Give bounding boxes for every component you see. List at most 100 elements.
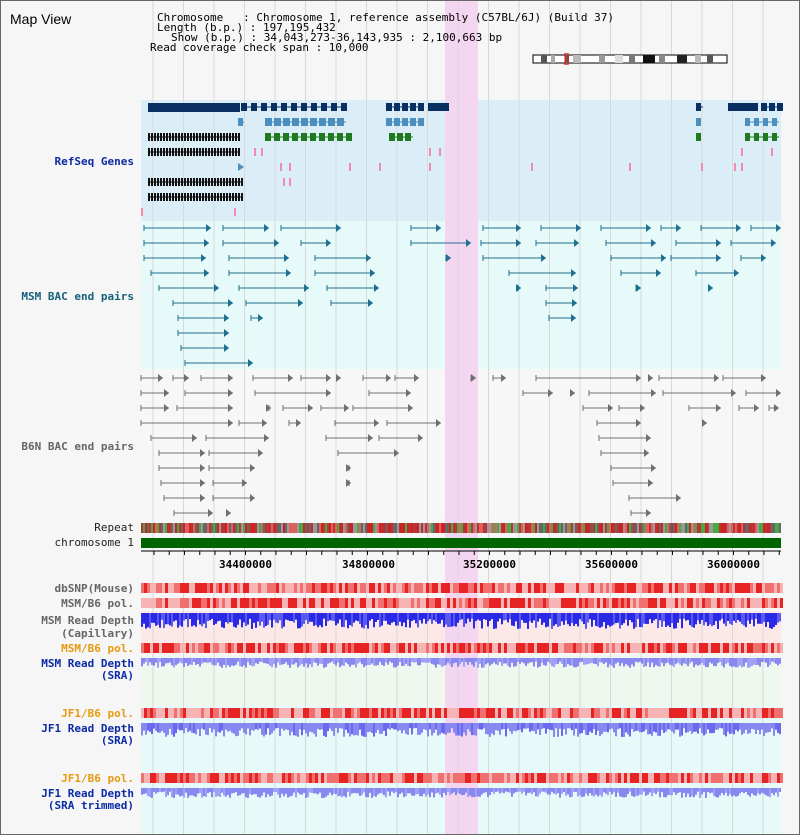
polymorphism-bin [396, 598, 399, 608]
read-depth-bin [319, 613, 321, 626]
repeat-element [283, 523, 285, 533]
polymorphism-bin [603, 643, 606, 653]
read-depth-bin [417, 613, 419, 628]
gene-exon [211, 148, 213, 156]
polymorphism-bin [390, 643, 393, 653]
read-depth-bin [229, 723, 231, 731]
polymorphism-bin [294, 708, 297, 718]
read-depth-bin [629, 658, 631, 668]
polymorphism-bin [294, 773, 297, 783]
gene-exon [157, 193, 159, 201]
jf1-read-depth-sra-label[interactable]: JF1 Read Depth [41, 722, 134, 735]
polymorphism-bin [654, 708, 657, 718]
read-depth-bin [167, 658, 169, 663]
polymorphism-bin [747, 643, 750, 653]
read-depth-bin [755, 658, 757, 666]
polymorphism-bin [525, 643, 528, 653]
polymorphism-bin [531, 708, 534, 718]
polymorphism-bin [234, 773, 237, 783]
read-depth-bin [467, 788, 469, 798]
repeat-element [653, 523, 655, 533]
read-depth-bin [471, 613, 473, 619]
gene-exon [178, 148, 180, 156]
read-depth-bin [557, 613, 559, 627]
repeat-element [483, 523, 485, 533]
read-depth-bin [165, 788, 167, 798]
read-depth-bin [357, 723, 359, 736]
jf1-b6-pol-trimmed-label[interactable]: JF1/B6 pol. [61, 772, 134, 785]
read-depth-bin [203, 723, 205, 730]
read-depth-bin [149, 788, 151, 797]
polymorphism-bin [276, 583, 279, 593]
read-depth-bin [423, 723, 425, 730]
repeat-element [625, 523, 627, 533]
b6n-bac-end-pairs-label[interactable]: B6N BAC end pairs [21, 440, 134, 453]
read-depth-bin [213, 788, 215, 793]
polymorphism-bin [312, 598, 315, 608]
read-depth-bin [201, 613, 203, 627]
msm-read-depth-sra-label[interactable]: MSM Read Depth [41, 657, 134, 670]
msm-b6-pol-label[interactable]: MSM/B6 pol. [61, 597, 134, 610]
repeat-element [531, 523, 533, 533]
polymorphism-bin [321, 773, 324, 783]
polymorphism-bin [585, 708, 588, 718]
read-depth-bin [619, 613, 621, 629]
read-depth-bin [473, 788, 475, 798]
chromosome-ideogram[interactable] [529, 53, 731, 65]
gene-exon [274, 133, 280, 141]
polymorphism-bin [516, 773, 519, 783]
polymorphism-bin [639, 598, 642, 608]
msm-b6-pol-sra-label[interactable]: MSM/B6 pol. [61, 642, 134, 655]
read-depth-bin [459, 658, 461, 665]
gene-exon [283, 133, 289, 141]
polymorphism-bin [330, 643, 333, 653]
repeat-element [465, 523, 467, 533]
bac-end-pair [714, 374, 719, 382]
bac-end-pair [208, 509, 213, 517]
gene-exon [187, 193, 189, 201]
polymorphism-bin [297, 773, 300, 783]
read-depth-bin [225, 723, 227, 730]
polymorphism-bin [630, 643, 633, 653]
msm-bac-end-pairs-label[interactable]: MSM BAC end pairs [21, 290, 134, 303]
read-depth-bin [315, 613, 317, 626]
read-depth-bin [289, 788, 291, 797]
gene-exon [163, 178, 165, 186]
polymorphism-bin [324, 583, 327, 593]
polymorphism-bin [741, 598, 744, 608]
refseq-genes-label[interactable]: RefSeq Genes [54, 155, 134, 168]
jf1-b6-pol-label[interactable]: JF1/B6 pol. [61, 707, 134, 720]
read-depth-bin [241, 613, 243, 628]
polymorphism-bin [735, 598, 738, 608]
repeat-element [231, 523, 233, 533]
polymorphism-bin [414, 708, 417, 718]
polymorphism-bin [666, 598, 669, 608]
jf1-read-depth-trimmed-label[interactable]: JF1 Read Depth [41, 787, 134, 800]
read-depth-bin [731, 788, 733, 797]
gene-exon [184, 178, 186, 186]
polymorphism-bin [324, 708, 327, 718]
polymorphism-bin [180, 583, 183, 593]
polymorphism-bin [633, 598, 636, 608]
gene-exon [214, 148, 216, 156]
repeat-element [253, 523, 255, 533]
polymorphism-bin [378, 708, 381, 718]
polymorphism-bin [249, 708, 252, 718]
read-depth-bin [277, 613, 279, 624]
bac-end-pair [471, 374, 476, 382]
polymorphism-bin [249, 643, 252, 653]
read-depth-bin [655, 658, 657, 665]
dbsnp-label[interactable]: dbSNP(Mouse) [54, 582, 134, 595]
gene-exon [148, 178, 150, 186]
polymorphism-bin [753, 598, 756, 608]
read-depth-bin [483, 613, 485, 620]
read-depth-bin [607, 658, 609, 668]
polymorphism-bin [597, 583, 600, 593]
polymorphism-bin [414, 773, 417, 783]
bac-end-pair [676, 224, 681, 232]
msm-read-depth-capillary-label[interactable]: MSM Read Depth [41, 614, 134, 627]
polymorphism-bin [426, 708, 429, 718]
read-depth-bin [505, 723, 507, 737]
read-depth-bin [277, 723, 279, 728]
